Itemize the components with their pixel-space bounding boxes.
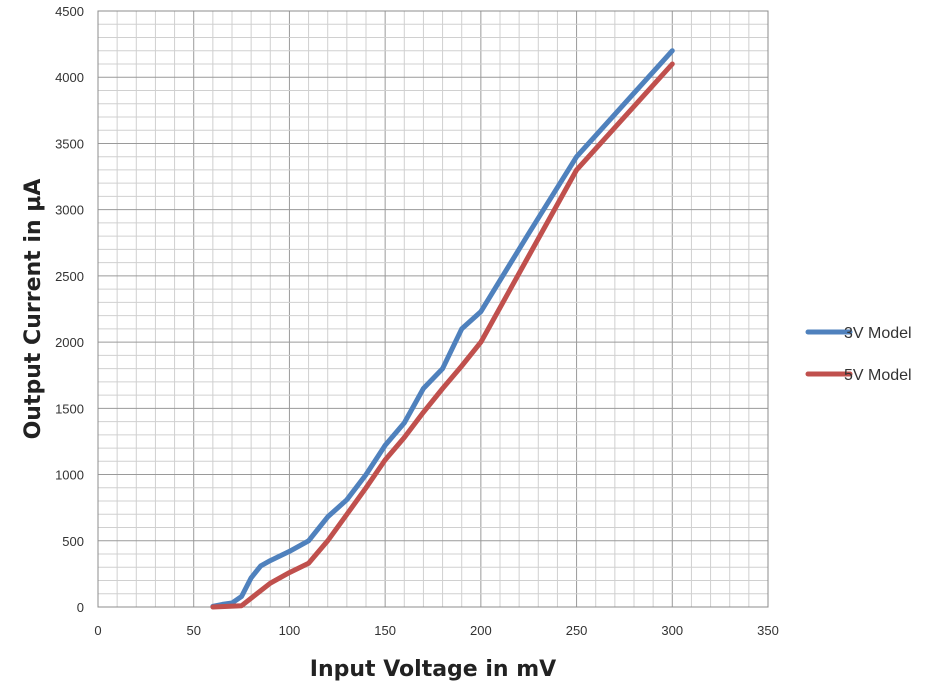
x-tick-label: 350 [757, 623, 779, 638]
x-tick-label: 50 [186, 623, 200, 638]
x-tick-label: 150 [374, 623, 396, 638]
y-tick-label: 4500 [55, 4, 84, 19]
y-tick-labels: 0 500 1000 1500 2000 2500 3000 3500 4000 4500 [55, 4, 84, 615]
y-tick-label: 2500 [55, 269, 84, 284]
y-tick-label: 3000 [55, 203, 84, 218]
chart-gridlines [97, 10, 769, 608]
x-tick-label: 300 [661, 623, 683, 638]
y-tick-label: 1500 [55, 401, 84, 416]
series-line-2 [210, 61, 675, 610]
y-tick-label: 3500 [55, 136, 84, 151]
plot-area-frame [97, 10, 769, 608]
x-tick-label: 250 [566, 623, 588, 638]
y-tick-label: 4000 [55, 70, 84, 85]
x-axis-title: Input Voltage in mV [310, 657, 556, 682]
y-axis-title: Output Current in µA [21, 179, 46, 440]
x-tick-label: 200 [470, 623, 492, 638]
y-tick-label: 0 [77, 600, 84, 615]
y-tick-label: 500 [62, 534, 84, 549]
x-tick-label: 0 [94, 623, 101, 638]
x-tick-labels: 0 50 100 150 200 250 300 350 [94, 623, 778, 638]
y-tick-label: 2000 [55, 335, 84, 350]
x-tick-label: 100 [279, 623, 301, 638]
legend-label: 3V Model [844, 325, 912, 342]
series-line-1 [210, 48, 675, 609]
y-tick-label: 1000 [55, 468, 84, 483]
series-lines [210, 48, 675, 610]
legend-label: 5V Model [844, 367, 912, 384]
chart-legend: 3V Model 5V Model [805, 325, 912, 384]
